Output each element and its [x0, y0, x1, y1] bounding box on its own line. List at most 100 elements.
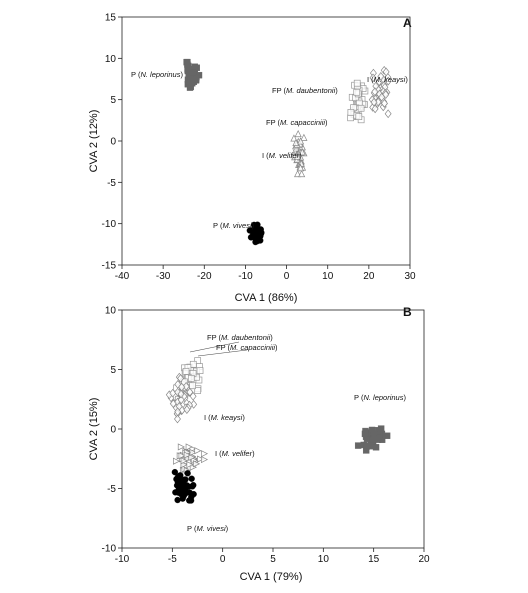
- panel-b-label-m-daubentonii: FP (M. daubentonii): [207, 333, 273, 342]
- panel-b-y-tick-label: 10: [105, 306, 117, 317]
- label-suffix: ): [405, 75, 408, 84]
- panel-b-x-axis-label: CVA 1 (79%): [240, 571, 303, 583]
- data-point: [298, 169, 306, 178]
- data-point: [171, 468, 179, 476]
- data-point: [353, 79, 361, 87]
- panel-a-label-m-vivesi: P (M. vivesi): [213, 221, 255, 230]
- data-point: [200, 450, 209, 458]
- panel-b-y-axis-label: CVA 2 (15%): [88, 398, 100, 461]
- label-prefix: P (: [213, 221, 223, 230]
- data-point: [371, 87, 379, 97]
- data-point: [194, 387, 202, 394]
- panel-a-y-axis-label: CVA 2 (12%): [88, 110, 100, 173]
- data-point: [290, 134, 298, 142]
- data-point: [378, 92, 386, 102]
- data-point: [382, 67, 390, 77]
- panel-a-axes-frame: [121, 16, 411, 266]
- data-point: [193, 460, 201, 468]
- label-suffix: ): [252, 449, 255, 458]
- label-species: M. daubentonii: [286, 86, 336, 95]
- panel-a-plot-area: -40 -30 -20 -10 0 10 20 30 -15 -10 -5 0 5 10 15: [102, 13, 416, 283]
- panel-b-series-n-leporinus: [354, 425, 391, 454]
- label-suffix: ): [270, 333, 273, 342]
- data-point: [174, 414, 181, 424]
- panel-a-series-m-keaysi: [368, 65, 392, 119]
- panel-a-x-tick-label: -10: [238, 271, 253, 282]
- panel-a-label-n-leporinus: P (N. leporinus): [131, 70, 183, 79]
- label-prefix: I (: [215, 449, 222, 458]
- panel-b-x-tick-label: 15: [368, 554, 380, 565]
- panel-a-series-n-leporinus: [183, 58, 203, 91]
- label-prefix: P (: [187, 524, 197, 533]
- data-point: [380, 98, 388, 108]
- label-species: M. daubentonii: [221, 333, 271, 342]
- panel-a-x-tick-label: 30: [404, 271, 416, 282]
- label-prefix: I (: [204, 413, 211, 422]
- label-species: M. capacciniii: [280, 118, 325, 127]
- data-point: [188, 475, 195, 482]
- data-point: [369, 73, 377, 83]
- data-point: [371, 104, 379, 114]
- data-point: [361, 430, 369, 438]
- data-point: [192, 76, 200, 83]
- data-point: [174, 387, 182, 397]
- panel-b-plot-area: -10 -5 0 5 10 15 20 -10 -5 0 5 10: [102, 306, 430, 566]
- label-suffix: ): [299, 151, 302, 160]
- label-prefix: P (: [131, 70, 141, 79]
- label-suffix: ): [252, 221, 255, 230]
- data-point: [177, 395, 185, 405]
- panel-a-label-m-capacciniii: FP (M. capacciniii): [266, 118, 328, 127]
- data-point: [190, 69, 197, 76]
- label-suffix: ): [242, 413, 245, 422]
- data-point: [353, 88, 361, 96]
- panel-a-series-m-velifer: [290, 129, 308, 178]
- label-species: N. leporinus: [140, 70, 180, 79]
- data-point: [177, 374, 185, 383]
- panel-a-series-m-capacciniii: [347, 104, 365, 124]
- panel-a: A -40 -30 -20 -10 0 10 20 30 -15 -10 -5 0 5 10 15 CVA …: [88, 13, 416, 305]
- data-point: [182, 476, 189, 483]
- panel-b-label-m-keaysi: I (M. keaysi): [204, 413, 245, 422]
- data-point: [294, 129, 302, 138]
- data-point: [384, 109, 392, 119]
- data-point: [186, 387, 194, 397]
- label-species: N. leporinus: [363, 393, 403, 402]
- panel-b-y-tick-label: 0: [110, 425, 116, 436]
- data-point: [177, 389, 185, 399]
- data-point: [184, 67, 192, 75]
- panel-a-x-axis-label: CVA 1 (86%): [235, 292, 298, 304]
- data-point: [186, 497, 193, 504]
- panel-a-y-tick-label: -5: [107, 178, 116, 189]
- data-point: [194, 357, 202, 364]
- panel-a-y-tick-label: 15: [105, 13, 117, 24]
- panel-a-x-tick-label: 20: [363, 271, 375, 282]
- label-species: M. vivesi: [196, 524, 226, 533]
- data-point: [177, 443, 185, 451]
- data-point: [181, 488, 188, 495]
- panel-a-x-tick-label: 10: [322, 271, 334, 282]
- panel-a-x-tick-label: -20: [197, 271, 212, 282]
- panel-b-series-m-velifer: [173, 443, 209, 475]
- label-suffix: ): [325, 118, 328, 127]
- data-point: [200, 455, 209, 464]
- data-point: [293, 152, 301, 160]
- label-species: M. vivesi: [222, 221, 252, 230]
- data-point: [383, 432, 391, 439]
- panel-a-x-tick-label: -40: [115, 271, 130, 282]
- panel-a-label-m-keaysi: I (M. keaysi): [367, 75, 408, 84]
- data-point: [185, 443, 193, 451]
- data-point: [173, 475, 180, 483]
- data-point: [186, 460, 194, 469]
- data-point: [173, 482, 181, 489]
- data-point: [183, 451, 191, 459]
- label-prefix: I (: [262, 151, 269, 160]
- data-point: [370, 97, 378, 107]
- data-point: [296, 164, 305, 172]
- data-point: [298, 148, 306, 156]
- panel-a-label-m-velifer: I (M. velifer): [262, 151, 302, 160]
- data-point: [370, 435, 378, 443]
- data-point: [174, 407, 182, 417]
- data-point: [188, 453, 196, 462]
- data-point: [254, 232, 262, 239]
- data-point: [189, 382, 196, 390]
